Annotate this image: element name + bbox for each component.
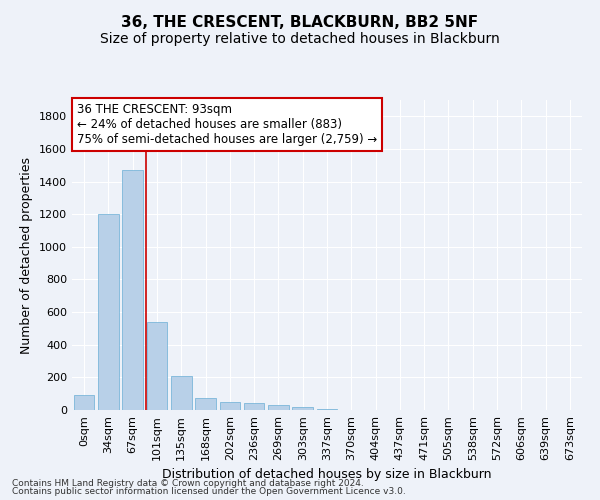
Bar <box>195 398 216 410</box>
Bar <box>317 409 337 410</box>
Text: Contains public sector information licensed under the Open Government Licence v3: Contains public sector information licen… <box>12 487 406 496</box>
Text: 36 THE CRESCENT: 93sqm
← 24% of detached houses are smaller (883)
75% of semi-de: 36 THE CRESCENT: 93sqm ← 24% of detached… <box>77 103 377 146</box>
Text: Size of property relative to detached houses in Blackburn: Size of property relative to detached ho… <box>100 32 500 46</box>
Bar <box>220 402 240 410</box>
X-axis label: Distribution of detached houses by size in Blackburn: Distribution of detached houses by size … <box>162 468 492 481</box>
Bar <box>74 394 94 410</box>
Bar <box>171 376 191 410</box>
Bar <box>98 214 119 410</box>
Bar <box>268 406 289 410</box>
Bar <box>244 404 265 410</box>
Bar <box>122 170 143 410</box>
Text: Contains HM Land Registry data © Crown copyright and database right 2024.: Contains HM Land Registry data © Crown c… <box>12 478 364 488</box>
Text: 36, THE CRESCENT, BLACKBURN, BB2 5NF: 36, THE CRESCENT, BLACKBURN, BB2 5NF <box>121 15 479 30</box>
Bar <box>146 322 167 410</box>
Bar <box>292 407 313 410</box>
Y-axis label: Number of detached properties: Number of detached properties <box>20 156 34 354</box>
